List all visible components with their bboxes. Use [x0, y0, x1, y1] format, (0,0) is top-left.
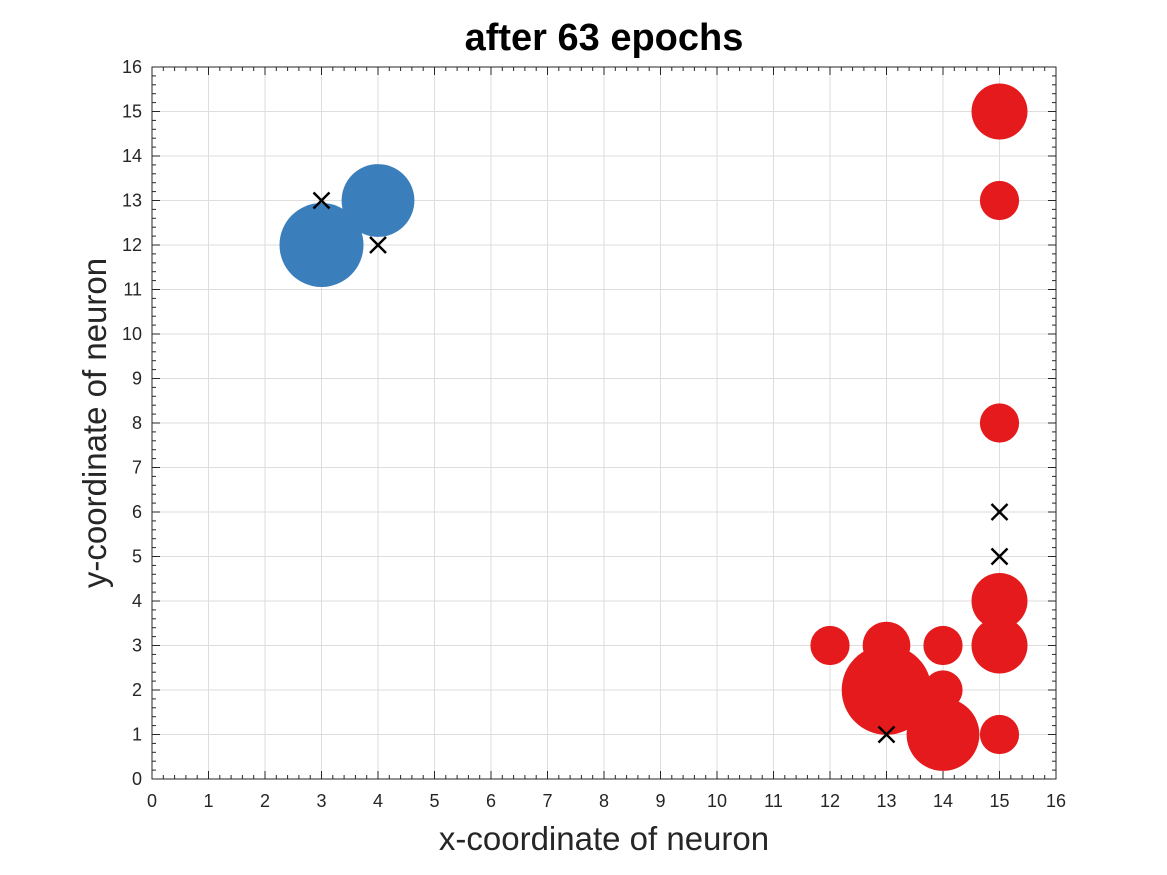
y-tick-label: 12 [122, 235, 142, 255]
x-tick-label: 8 [599, 791, 609, 811]
y-tick-label: 4 [132, 591, 142, 611]
data-point [923, 625, 963, 666]
x-tick-label: 5 [429, 791, 439, 811]
x-marker-stroke [990, 547, 1009, 566]
x-marker-stroke [877, 725, 896, 744]
data-points [279, 83, 1028, 771]
data-point [971, 573, 1028, 629]
x-marker [990, 503, 1009, 521]
x-axis-label: x-coordinate of neuron [439, 820, 769, 857]
y-tick-label: 11 [123, 280, 142, 300]
x-tick-label: 12 [820, 791, 840, 811]
y-tick-label: 14 [122, 146, 142, 166]
y-tick-label: 8 [132, 413, 142, 433]
x-tick-label: 0 [147, 791, 157, 811]
y-tick-label: 10 [122, 324, 142, 344]
data-point [979, 180, 1020, 221]
data-point [341, 164, 415, 237]
data-point [971, 83, 1028, 140]
grid-lines [152, 67, 1056, 779]
x-tick-label: 15 [989, 791, 1009, 811]
x-tick-label: 10 [707, 791, 727, 811]
x-marker-stroke [369, 236, 387, 254]
chart-title: after 63 epochs [465, 17, 744, 59]
y-axis-label: y-coordinate of neuron [76, 258, 113, 588]
y-tick-label: 13 [122, 191, 142, 211]
x-marker-stroke [312, 191, 331, 210]
data-point [979, 714, 1020, 755]
x-tick-label: 13 [876, 791, 896, 811]
data-point [906, 698, 980, 771]
x-tick-label: 2 [260, 791, 270, 811]
x-tick-label: 7 [542, 791, 552, 811]
x-tick-label: 11 [764, 791, 783, 811]
y-tick-label: 1 [132, 725, 142, 745]
x-tick-label: 16 [1046, 791, 1066, 811]
x-marker-stroke [990, 503, 1009, 521]
y-tick-label: 16 [122, 57, 142, 77]
x-marker [990, 547, 1009, 566]
x-tick-label: 9 [655, 791, 665, 811]
data-point [810, 625, 850, 666]
y-tick-label: 3 [132, 636, 142, 656]
x-tick-label: 3 [316, 791, 326, 811]
x-marker [369, 236, 387, 254]
y-tick-label: 15 [122, 102, 142, 122]
y-tick-label: 9 [132, 369, 142, 389]
axis-ticks: 0 1 2 3 4 5 6 7 8 9 10 11 12 13 14 15 160123456789101112… [122, 57, 1066, 811]
data-point [841, 645, 932, 735]
y-tick-label: 0 [132, 769, 142, 789]
y-tick-label: 7 [132, 458, 142, 478]
y-tick-label: 6 [132, 502, 142, 522]
y-tick-label: 2 [132, 680, 142, 700]
x-tick-label: 14 [933, 791, 953, 811]
x-tick-label: 4 [373, 791, 383, 811]
data-point [279, 203, 364, 287]
x-tick-label: 6 [486, 791, 496, 811]
data-point [979, 403, 1020, 443]
y-tick-label: 5 [132, 547, 142, 567]
x-marker [312, 191, 331, 210]
x-tick-label: 1 [203, 791, 213, 811]
x-marker [877, 725, 896, 744]
data-point [971, 617, 1028, 674]
